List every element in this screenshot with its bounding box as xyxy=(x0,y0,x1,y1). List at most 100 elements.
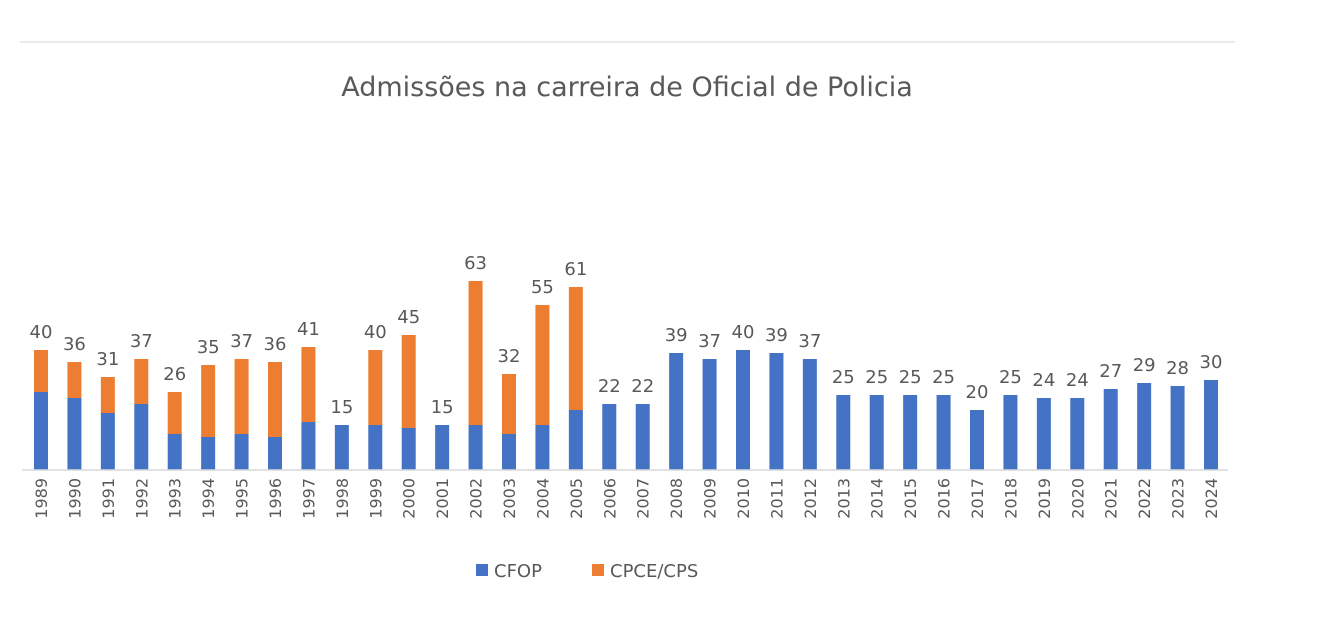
bar-cfop-2015 xyxy=(903,395,918,470)
data-label-2001: 15 xyxy=(431,397,454,418)
x-tick-label-2004: 2004 xyxy=(533,478,552,519)
bar-cpce-cps-1992 xyxy=(134,359,149,404)
x-tick-label-2015: 2015 xyxy=(901,478,920,519)
x-tick-label-2003: 2003 xyxy=(500,478,519,519)
bar-cfop-1999 xyxy=(368,425,383,470)
x-tick-label-1999: 1999 xyxy=(366,478,385,519)
x-tick-label-2010: 2010 xyxy=(734,478,753,519)
data-label-2011: 39 xyxy=(765,325,788,346)
bar-cfop-1993 xyxy=(167,434,182,470)
bar-cfop-1994 xyxy=(201,437,216,470)
x-tick-label-2001: 2001 xyxy=(433,478,452,519)
x-tick-label-2014: 2014 xyxy=(868,478,887,519)
bar-cfop-2009 xyxy=(702,359,717,470)
data-label-2019: 24 xyxy=(1032,370,1055,391)
legend-swatch-cpce-cps xyxy=(592,564,604,576)
bar-cfop-2011 xyxy=(769,353,784,470)
legend-label-cpce-cps: CPCE/CPS xyxy=(610,561,698,582)
x-tick-label-2023: 2023 xyxy=(1169,478,1188,519)
x-tick-label-2012: 2012 xyxy=(801,478,820,519)
chart-title: Admissões na carreira de Oficial de Poli… xyxy=(341,72,913,103)
bar-cfop-2017 xyxy=(970,410,984,470)
bar-cfop-1989 xyxy=(34,392,48,470)
bar-cfop-2014 xyxy=(869,395,884,470)
bar-cpce-cps-2002 xyxy=(468,281,483,425)
bar-cpce-cps-2003 xyxy=(502,374,516,434)
x-tick-label-2000: 2000 xyxy=(400,478,419,519)
bar-cfop-2003 xyxy=(502,434,516,470)
data-label-2004: 55 xyxy=(531,277,554,298)
data-label-2017: 20 xyxy=(966,382,989,403)
bar-cfop-2012 xyxy=(802,359,817,470)
data-label-2014: 25 xyxy=(865,367,888,388)
bar-cpce-cps-1994 xyxy=(201,365,216,437)
data-label-2013: 25 xyxy=(832,367,855,388)
bar-cfop-2021 xyxy=(1103,389,1118,470)
bar-cfop-2000 xyxy=(401,428,416,470)
data-label-1993: 26 xyxy=(163,364,186,385)
x-tick-label-2002: 2002 xyxy=(467,478,486,519)
data-label-2000: 45 xyxy=(397,307,420,328)
x-tick-label-1994: 1994 xyxy=(199,478,218,519)
bar-cfop-1995 xyxy=(234,434,249,470)
x-tick-label-1993: 1993 xyxy=(166,478,185,519)
data-label-1997: 41 xyxy=(297,319,320,340)
x-tick-label-2022: 2022 xyxy=(1135,478,1154,519)
data-label-1999: 40 xyxy=(364,322,387,343)
data-label-1995: 37 xyxy=(230,331,253,352)
data-label-1989: 40 xyxy=(30,322,53,343)
data-label-2023: 28 xyxy=(1166,358,1189,379)
legend: CFOP CPCE/CPS xyxy=(476,561,698,582)
x-tick-label-2006: 2006 xyxy=(600,478,619,519)
bar-cfop-2004 xyxy=(535,425,550,470)
data-label-2005: 61 xyxy=(564,259,587,280)
bar-cpce-cps-1997 xyxy=(301,347,316,422)
bar-cfop-2022 xyxy=(1137,383,1152,470)
data-label-2003: 32 xyxy=(498,346,521,367)
x-tick-label-2007: 2007 xyxy=(634,478,653,519)
bar-cfop-1991 xyxy=(100,413,115,470)
data-label-2010: 40 xyxy=(732,322,755,343)
x-tick-label-1996: 1996 xyxy=(266,478,285,519)
x-tick-label-2009: 2009 xyxy=(701,478,720,519)
x-tick-label-1990: 1990 xyxy=(65,478,84,519)
x-tick-label-2018: 2018 xyxy=(1001,478,1020,519)
data-label-1996: 36 xyxy=(264,334,287,355)
data-label-2007: 22 xyxy=(631,376,654,397)
bar-cfop-2008 xyxy=(669,353,684,470)
x-tick-label-2024: 2024 xyxy=(1202,478,1221,519)
bar-cfop-2013 xyxy=(836,395,851,470)
bar-cfop-2002 xyxy=(468,425,483,470)
data-label-1994: 35 xyxy=(197,337,220,358)
x-tick-label-2016: 2016 xyxy=(935,478,954,519)
legend-swatch-cfop xyxy=(476,564,488,576)
bar-cfop-1992 xyxy=(134,404,149,470)
bar-cpce-cps-1989 xyxy=(34,350,48,392)
x-tick-label-1997: 1997 xyxy=(299,478,318,519)
bar-cfop-2006 xyxy=(602,404,617,470)
x-tick-label-2019: 2019 xyxy=(1035,478,1054,519)
data-label-1991: 31 xyxy=(96,349,119,370)
x-tick-label-2020: 2020 xyxy=(1068,478,1087,519)
x-tick-label-2008: 2008 xyxy=(667,478,686,519)
x-tick-label-2013: 2013 xyxy=(834,478,853,519)
data-label-2024: 30 xyxy=(1200,352,1223,373)
bar-cfop-2010 xyxy=(736,350,750,470)
x-tick-label-1991: 1991 xyxy=(99,478,118,519)
x-tick-label-1998: 1998 xyxy=(333,478,352,519)
bar-cfop-2019 xyxy=(1036,398,1051,470)
x-tick-label-1989: 1989 xyxy=(32,478,51,519)
bar-cfop-2018 xyxy=(1003,395,1018,470)
bar-cfop-2007 xyxy=(635,404,650,470)
data-label-2012: 37 xyxy=(798,331,821,352)
bar-cpce-cps-2004 xyxy=(535,305,550,425)
bar-cfop-1990 xyxy=(67,398,82,470)
data-label-2021: 27 xyxy=(1099,361,1122,382)
data-label-2022: 29 xyxy=(1133,355,1156,376)
data-label-1990: 36 xyxy=(63,334,86,355)
bar-cpce-cps-1996 xyxy=(268,362,282,437)
data-label-2002: 63 xyxy=(464,253,487,274)
bar-cfop-1998 xyxy=(334,425,349,470)
data-label-2016: 25 xyxy=(932,367,955,388)
